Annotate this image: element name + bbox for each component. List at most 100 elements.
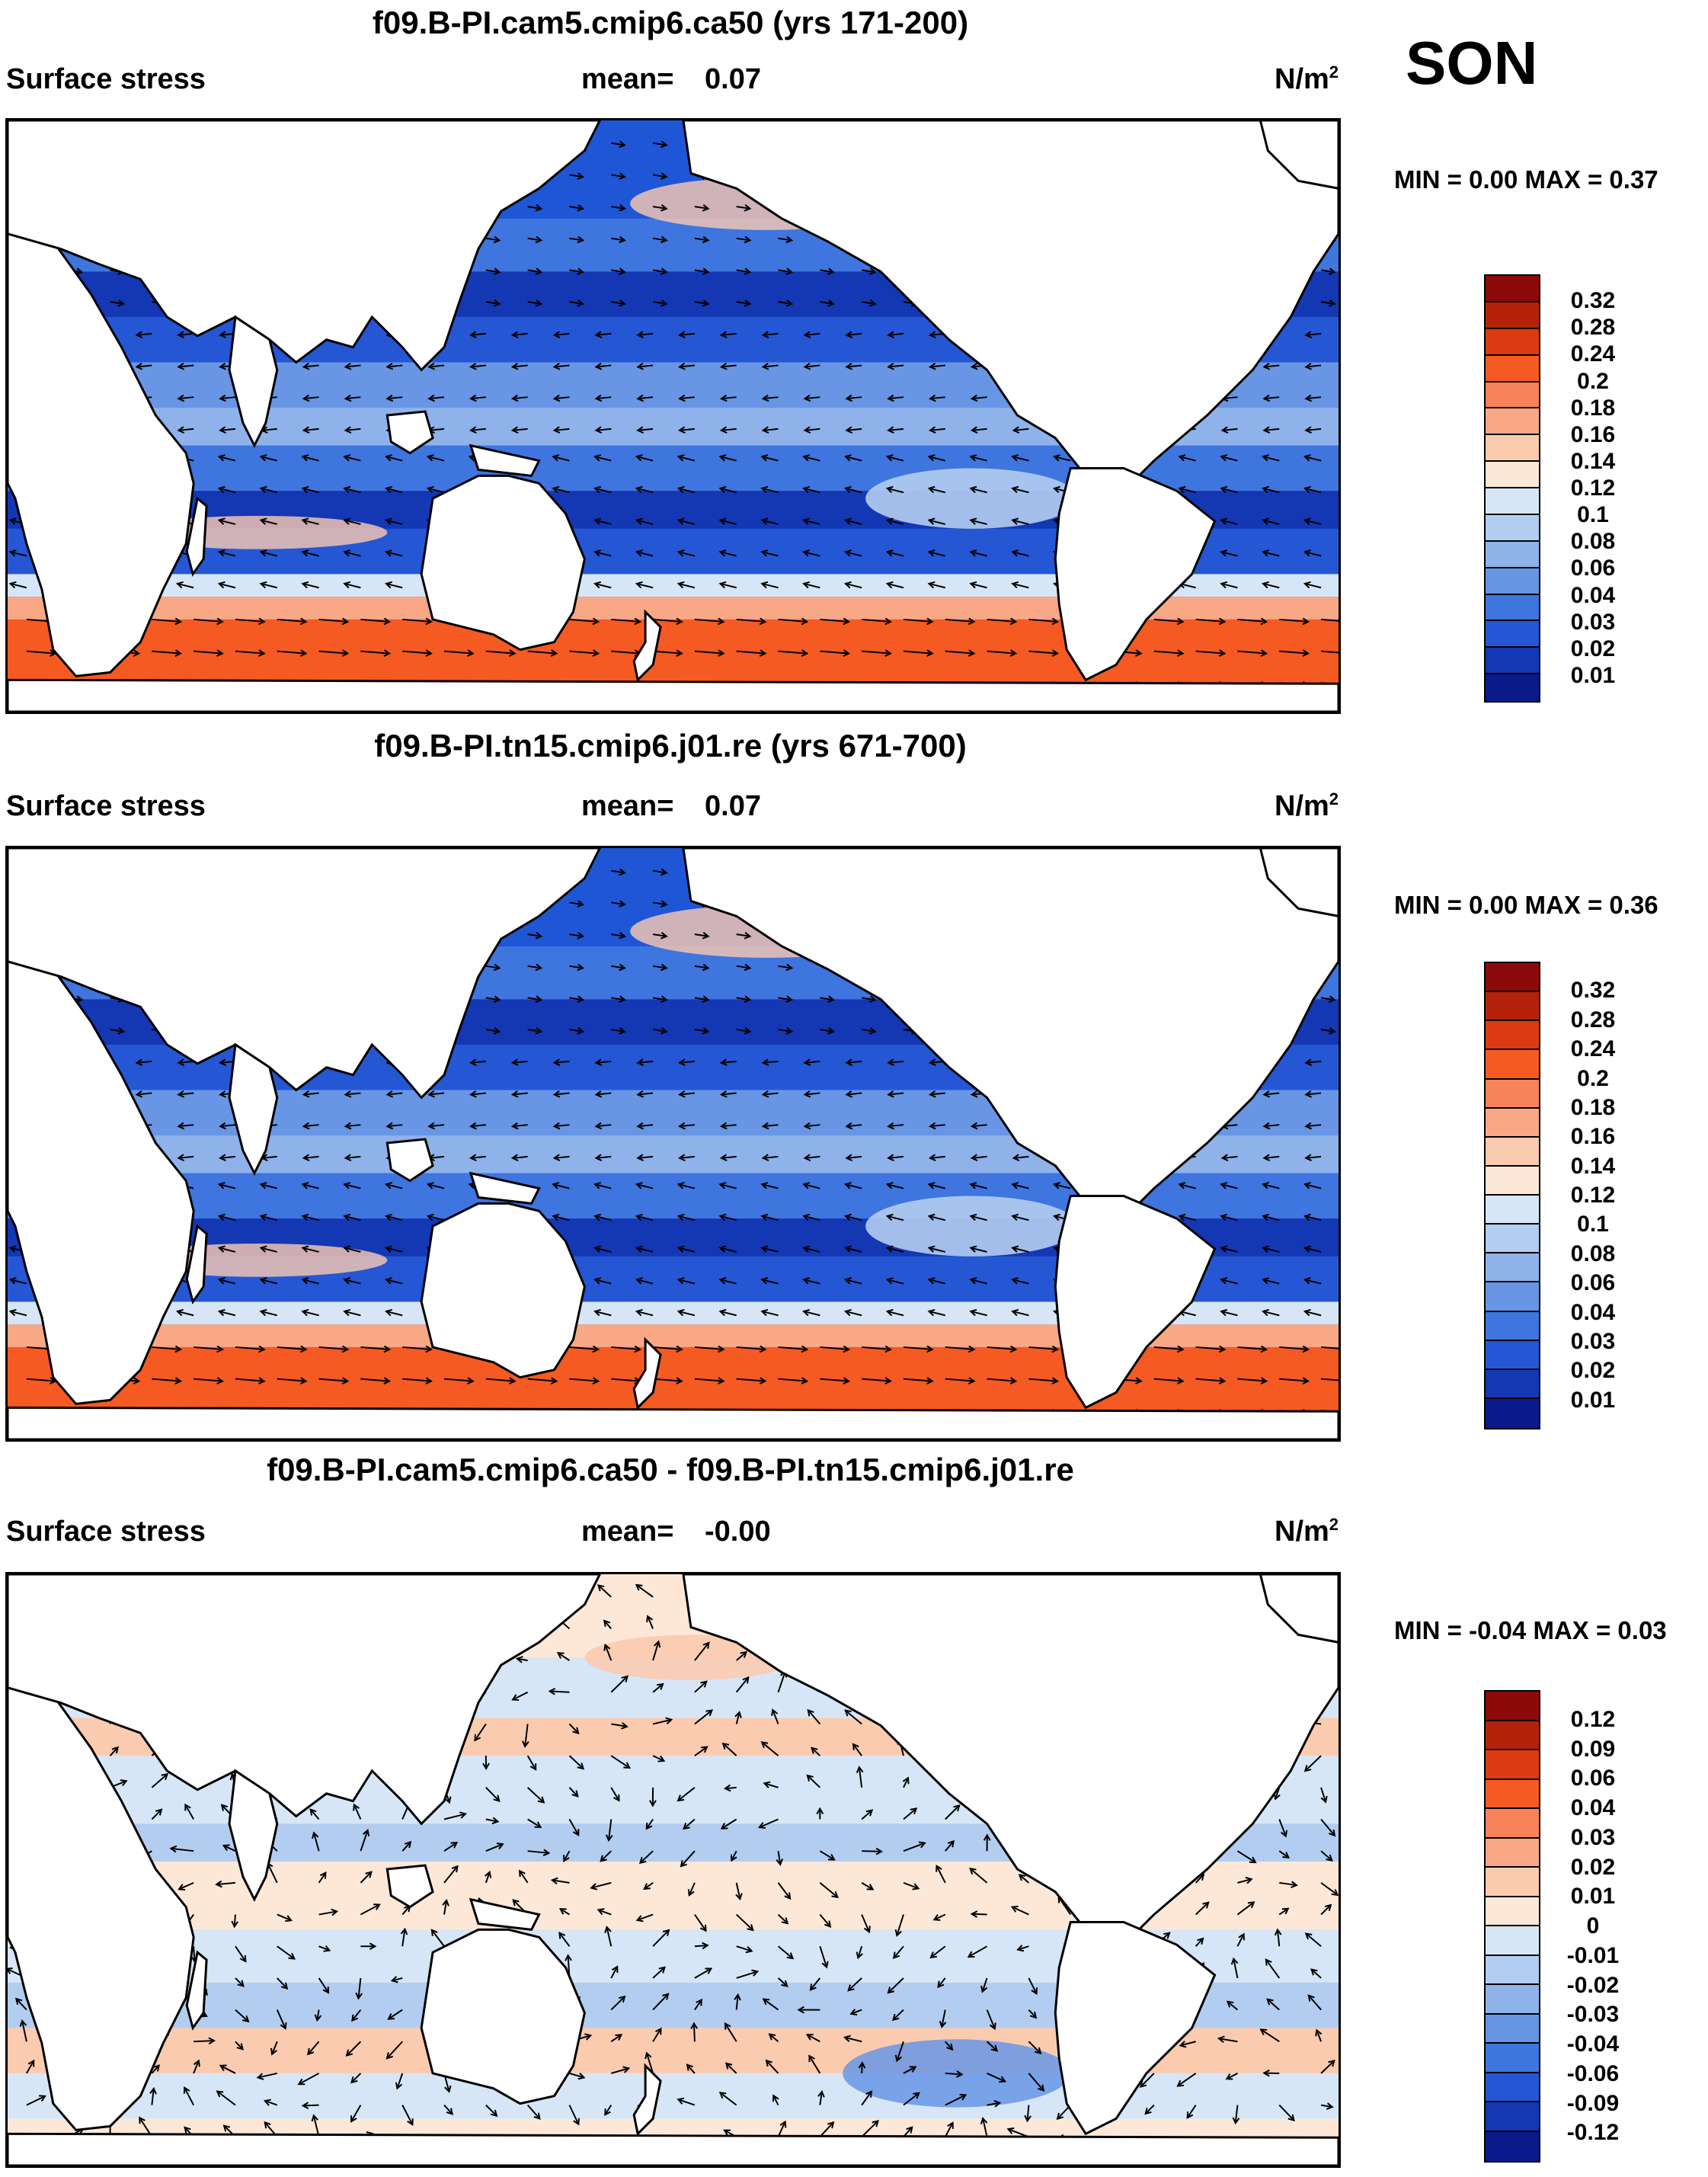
colorbar-swatch bbox=[1486, 1311, 1539, 1341]
colorbar-tick-label: 0.04 bbox=[1570, 582, 1616, 608]
colorbar-swatch bbox=[1486, 435, 1539, 463]
panel-1-minmax: MIN = 0.00 MAX = 0.37 bbox=[1394, 165, 1658, 194]
colorbar-swatch bbox=[1486, 1108, 1539, 1138]
colorbar-tick-label: 0.02 bbox=[1570, 1854, 1616, 1880]
india-land bbox=[228, 1042, 279, 1177]
colorbar-swatch bbox=[1486, 1196, 1539, 1225]
colorbar-swatch bbox=[1486, 2102, 1539, 2132]
colorbar-swatch bbox=[1486, 355, 1539, 383]
eurasia-land bbox=[8, 1574, 602, 1826]
northamerica-land bbox=[682, 1574, 1339, 1954]
northamerica-land bbox=[682, 120, 1339, 501]
newguinea-land bbox=[469, 1171, 541, 1205]
colorbar-tick-label: 0.16 bbox=[1570, 1124, 1616, 1150]
colorbar-tick-label: 0.12 bbox=[1570, 1183, 1616, 1208]
colorbar-tick-label: 0.06 bbox=[1570, 1270, 1616, 1296]
colorbar-swatch bbox=[1486, 276, 1539, 303]
greenland-land bbox=[1259, 1574, 1339, 1644]
colorbar-tick-label: 0.02 bbox=[1570, 635, 1616, 661]
colorbar-swatch bbox=[1486, 2014, 1539, 2044]
panel-3-map bbox=[5, 1572, 1341, 2168]
colorbar-tick-label: 0.03 bbox=[1570, 1328, 1616, 1354]
colorbar-swatch bbox=[1486, 568, 1539, 595]
panel-3-minmax: MIN = -0.04 MAX = 0.03 bbox=[1394, 1616, 1667, 1644]
colorbar-swatch bbox=[1486, 1398, 1539, 1428]
colorbar-swatch bbox=[1486, 621, 1539, 648]
colorbar-swatch bbox=[1486, 992, 1539, 1022]
southamerica-land bbox=[1054, 466, 1217, 682]
panel-2-units: N/m2 bbox=[1275, 789, 1339, 822]
panel-3-colorbar bbox=[1484, 1690, 1540, 2163]
colorbar-tick-label: 0.32 bbox=[1570, 978, 1616, 1004]
australia-land bbox=[420, 474, 586, 651]
colorbar-swatch bbox=[1486, 1750, 1539, 1780]
australia-land bbox=[420, 1928, 586, 2105]
colorbar-swatch bbox=[1486, 1021, 1539, 1051]
colorbar-tick-label: -0.01 bbox=[1566, 1942, 1620, 1968]
map-svg bbox=[8, 1574, 1339, 2166]
madagascar-land bbox=[185, 1950, 208, 2031]
colorbar-tick-label: -0.03 bbox=[1566, 2002, 1620, 2028]
colorbar-swatch bbox=[1486, 1779, 1539, 1809]
colorbar-tick-label: 0.18 bbox=[1570, 395, 1616, 421]
greenland-land bbox=[1259, 848, 1339, 917]
india-land bbox=[228, 315, 279, 449]
colorbar-swatch bbox=[1486, 302, 1539, 329]
colorbar-tick-label: 0.03 bbox=[1570, 609, 1616, 635]
colorbar-tick-label: 0.03 bbox=[1570, 1824, 1616, 1850]
panel-2-mean-label: mean= bbox=[581, 790, 674, 822]
panel-2-mean-value: 0.07 bbox=[705, 790, 761, 822]
colorbar-swatch bbox=[1486, 488, 1539, 515]
colorbar-tick-label: 0.06 bbox=[1570, 555, 1616, 581]
panel-2-variable: Surface stress bbox=[6, 790, 206, 822]
africa-land bbox=[8, 960, 195, 1405]
newguinea-land bbox=[469, 443, 541, 477]
colorbar-tick-label: 0.04 bbox=[1570, 1795, 1616, 1820]
southamerica-land bbox=[1054, 1920, 1217, 2136]
colorbar-swatch bbox=[1486, 2073, 1539, 2102]
colorbar-swatch bbox=[1486, 462, 1539, 488]
panel-2-title: f09.B-PI.tn15.cmip6.j01.re (yrs 671-700) bbox=[374, 728, 967, 764]
colorbar-tick-label: 0.01 bbox=[1570, 1387, 1616, 1413]
panel-1-map bbox=[5, 118, 1341, 714]
newguinea-land bbox=[469, 1897, 541, 1931]
colorbar-swatch bbox=[1486, 2044, 1539, 2073]
panel-3-units: N/m2 bbox=[1275, 1515, 1339, 1548]
madagascar-land bbox=[185, 1224, 208, 1305]
panel-1-title: f09.B-PI.cam5.cmip6.ca50 (yrs 171-200) bbox=[372, 5, 969, 40]
southamerica-land bbox=[1054, 1194, 1217, 1410]
colorbar-tick-label: -0.09 bbox=[1566, 2090, 1620, 2116]
colorbar-tick-label: 0.02 bbox=[1570, 1358, 1616, 1384]
colorbar-tick-label: 0.28 bbox=[1570, 1007, 1616, 1032]
panel-2-colorbar bbox=[1484, 962, 1540, 1429]
colorbar-tick-label: 0.12 bbox=[1570, 1706, 1616, 1732]
colorbar-tick-label: 0.2 bbox=[1577, 1065, 1609, 1091]
panel-3-mean-label: mean= bbox=[581, 1516, 674, 1548]
colorbar-tick-label: 0.01 bbox=[1570, 1884, 1616, 1910]
borneo-land bbox=[385, 1864, 434, 1909]
colorbar-tick-label: 0.04 bbox=[1570, 1299, 1616, 1325]
colorbar-swatch bbox=[1486, 1369, 1539, 1399]
colorbar-tick-label: -0.02 bbox=[1566, 1972, 1620, 1998]
season-label: SON bbox=[1406, 29, 1538, 97]
colorbar-swatch bbox=[1486, 1985, 1539, 2015]
colorbar-swatch bbox=[1486, 382, 1539, 409]
panel-1-variable: Surface stress bbox=[6, 63, 206, 95]
panel-3-variable: Surface stress bbox=[6, 1516, 206, 1548]
colorbar-swatch bbox=[1486, 1340, 1539, 1370]
newzealand-land bbox=[632, 2063, 662, 2137]
eurasia-land bbox=[8, 848, 602, 1100]
colorbar-swatch bbox=[1486, 541, 1539, 568]
colorbar-swatch bbox=[1486, 408, 1539, 436]
eurasia-land bbox=[8, 120, 602, 372]
colorbar-tick-label: 0.2 bbox=[1577, 368, 1609, 394]
borneo-land bbox=[385, 410, 434, 455]
colorbar-tick-label: 0.14 bbox=[1570, 1153, 1616, 1179]
northamerica-land bbox=[682, 848, 1339, 1228]
colorbar-tick-label: -0.12 bbox=[1566, 2120, 1620, 2146]
colorbar-swatch bbox=[1486, 1137, 1539, 1167]
colorbar-swatch bbox=[1486, 1079, 1539, 1109]
colorbar-swatch bbox=[1486, 1838, 1539, 1868]
panel-3-mean-value: -0.00 bbox=[705, 1516, 771, 1548]
colorbar-swatch bbox=[1486, 2131, 1539, 2161]
